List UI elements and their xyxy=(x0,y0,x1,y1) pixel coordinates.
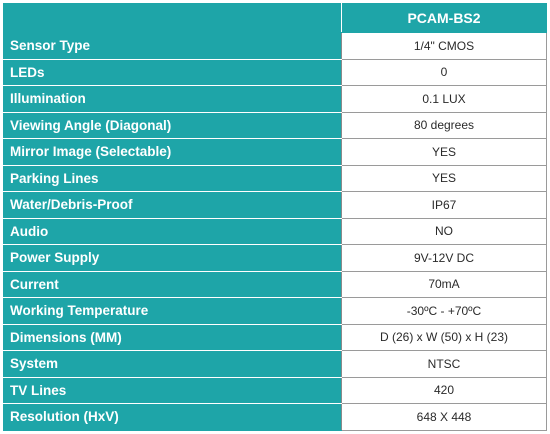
spec-table: PCAM-BS2 Sensor Type 1/4" CMOS LEDs 0 Il… xyxy=(3,3,547,431)
row-label: System xyxy=(3,350,342,378)
row-value: -30ºC - +70ºC xyxy=(341,297,547,325)
row-label: Resolution (HxV) xyxy=(3,403,342,431)
table-row: TV Lines 420 xyxy=(3,376,547,404)
table-row: Water/Debris-Proof IP67 xyxy=(3,191,547,219)
row-value: 70mA xyxy=(341,270,547,298)
row-label: TV Lines xyxy=(3,376,342,404)
row-value: 420 xyxy=(341,376,547,404)
row-value: 80 degrees xyxy=(341,111,547,139)
row-label: Sensor Type xyxy=(3,32,342,60)
row-label: Working Temperature xyxy=(3,297,342,325)
table-row: Current 70mA xyxy=(3,270,547,298)
header-row: PCAM-BS2 xyxy=(3,3,547,33)
row-label: Water/Debris-Proof xyxy=(3,191,342,219)
table-row: System NTSC xyxy=(3,350,547,378)
table-row: Illumination 0.1 LUX xyxy=(3,85,547,113)
table-row: Dimensions (MM) D (26) x W (50) x H (23) xyxy=(3,323,547,351)
row-value: 0 xyxy=(341,58,547,86)
row-value: NTSC xyxy=(341,350,547,378)
model-header: PCAM-BS2 xyxy=(341,3,547,33)
table-row: LEDs 0 xyxy=(3,58,547,86)
table-row: Power Supply 9V-12V DC xyxy=(3,244,547,272)
row-label: Audio xyxy=(3,217,342,245)
row-value: NO xyxy=(341,217,547,245)
table-row: Audio NO xyxy=(3,217,547,245)
row-label: Power Supply xyxy=(3,244,342,272)
header-corner xyxy=(3,3,342,33)
table-row: Working Temperature -30ºC - +70ºC xyxy=(3,297,547,325)
row-value: YES xyxy=(341,164,547,192)
row-value: 648 X 448 xyxy=(341,403,547,431)
row-label: Parking Lines xyxy=(3,164,342,192)
row-label: Illumination xyxy=(3,85,342,113)
row-label: Viewing Angle (Diagonal) xyxy=(3,111,342,139)
row-value: 0.1 LUX xyxy=(341,85,547,113)
row-label: Current xyxy=(3,270,342,298)
row-value: IP67 xyxy=(341,191,547,219)
row-label: LEDs xyxy=(3,58,342,86)
row-value: D (26) x W (50) x H (23) xyxy=(341,323,547,351)
row-value: 9V-12V DC xyxy=(341,244,547,272)
table-row: Parking Lines YES xyxy=(3,164,547,192)
table-row: Viewing Angle (Diagonal) 80 degrees xyxy=(3,111,547,139)
table-row: Sensor Type 1/4" CMOS xyxy=(3,32,547,60)
row-label: Mirror Image (Selectable) xyxy=(3,138,342,166)
table-row: Resolution (HxV) 648 X 448 xyxy=(3,403,547,431)
row-value: 1/4" CMOS xyxy=(341,32,547,60)
row-value: YES xyxy=(341,138,547,166)
table-row: Mirror Image (Selectable) YES xyxy=(3,138,547,166)
row-label: Dimensions (MM) xyxy=(3,323,342,351)
